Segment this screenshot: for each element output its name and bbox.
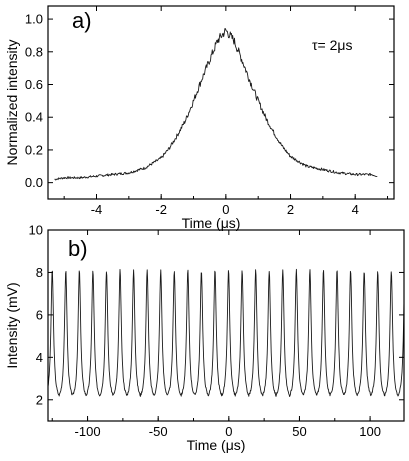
y-tick-label: 8 <box>36 265 43 280</box>
y-tick-label: 0.8 <box>25 44 43 59</box>
panel-label: a) <box>72 8 92 33</box>
x-tick-label: -100 <box>75 424 101 439</box>
x-tick-label: -4 <box>91 202 103 217</box>
x-tick-label: 4 <box>352 202 359 217</box>
plot-frame <box>47 229 405 422</box>
x-tick-label: 0 <box>225 424 232 439</box>
y-tick-label: 0.0 <box>25 175 43 190</box>
x-tick-label: -2 <box>155 202 167 217</box>
x-tick-label: -50 <box>149 424 168 439</box>
plot-frame <box>47 5 395 200</box>
x-tick-label: 2 <box>287 202 294 217</box>
series-line <box>54 28 378 181</box>
x-axis-title: Time (μs) <box>187 437 246 453</box>
x-tick-label: 0 <box>222 202 229 217</box>
y-tick-label: 0.4 <box>25 110 43 125</box>
series-line <box>47 268 405 397</box>
y-axis-title: Normalized intensity <box>4 39 20 165</box>
y-tick-label: 1.0 <box>25 12 43 27</box>
panel-label: b) <box>68 236 88 261</box>
x-tick-label: 50 <box>292 424 306 439</box>
y-tick-label: 2 <box>36 392 43 407</box>
x-tick-label: 100 <box>359 424 381 439</box>
y-tick-label: 0.2 <box>25 142 43 157</box>
panel-a: -4 -2 0 2 4 0.0 0.2 0.4 0.6 0.8 1.0 Time (μs) Normal… <box>4 5 395 231</box>
tau-annotation: τ= 2μs <box>312 37 352 53</box>
y-tick-label: 10 <box>29 223 43 238</box>
panel-b: -100 -50 0 50 100 2 4 6 8 10 Time (μs) Intensity (m… <box>4 223 405 453</box>
y-axis-title: Intensity (mV) <box>4 282 20 368</box>
y-tick-label: 6 <box>36 307 43 322</box>
y-tick-label: 4 <box>36 350 43 365</box>
x-axis-title: Time (μs) <box>182 215 241 231</box>
y-tick-label: 0.6 <box>25 77 43 92</box>
